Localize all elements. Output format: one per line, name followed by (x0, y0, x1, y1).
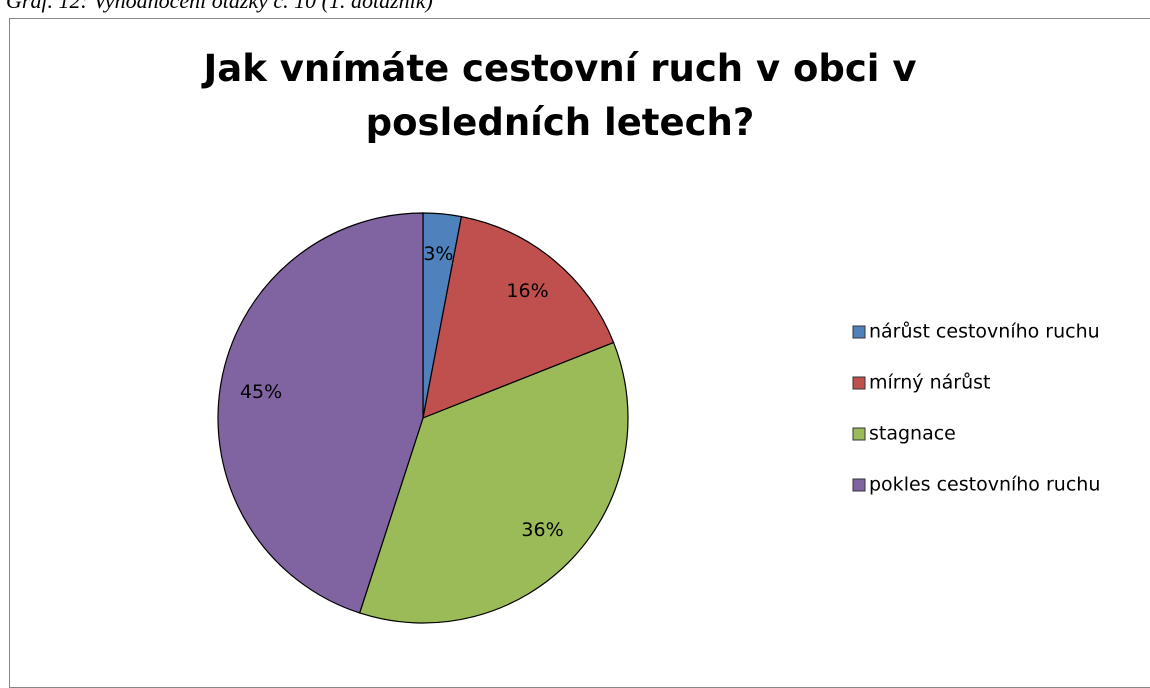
caption: Graf. 12: Vyhodnocení otázky č. 10 (1. d… (6, 0, 433, 13)
legend-label: mírný nárůst (869, 372, 990, 394)
pie-slice (217, 212, 424, 614)
legend-label: stagnace (869, 423, 956, 445)
legend-label: pokles cestovního ruchu (869, 474, 1100, 496)
pie-slice (422, 215, 615, 419)
legend-swatch (852, 427, 866, 441)
data-label: 16% (506, 280, 548, 302)
chart-title: Jak vnímáte cestovní ruch v obci v posle… (203, 47, 917, 144)
legend-swatch (852, 478, 866, 492)
legend-swatch (852, 376, 866, 390)
legend-swatch (852, 325, 866, 339)
data-label: 36% (521, 519, 563, 541)
pie-slice (358, 341, 629, 624)
legend-label: nárůst cestovního ruchu (869, 321, 1100, 343)
data-label: 3% (423, 243, 453, 265)
data-label: 45% (240, 381, 282, 403)
